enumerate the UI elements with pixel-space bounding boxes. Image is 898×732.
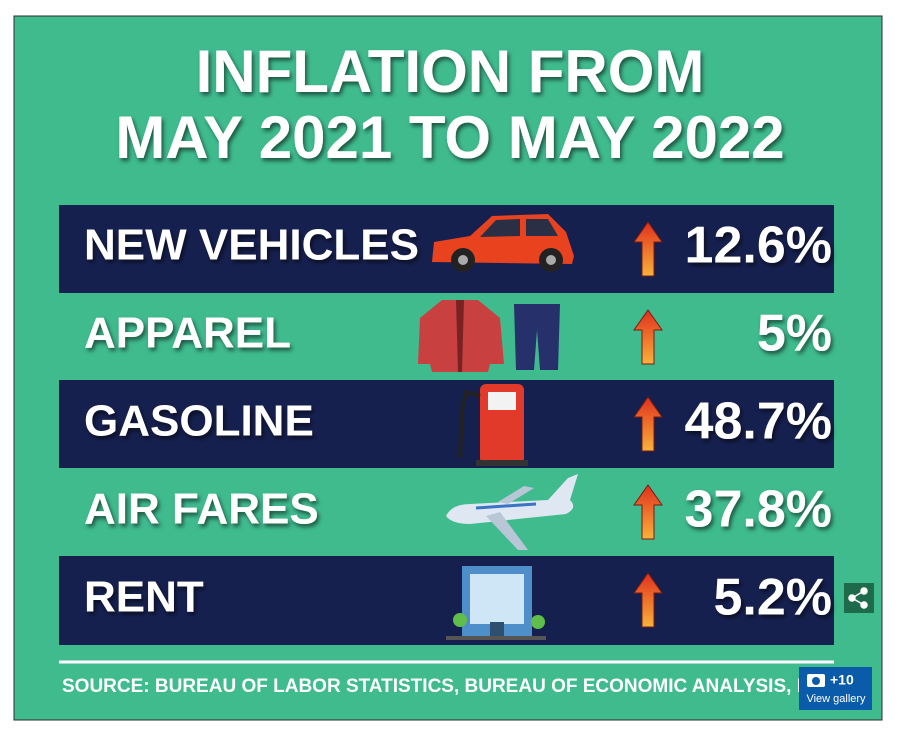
row-label: APPAREL: [84, 309, 291, 358]
rows: NEW VEHICLES APPAREL GASOLINE AIR FARES …: [59, 205, 834, 645]
row-value: 48.7%: [685, 393, 832, 451]
up-arrow: [633, 309, 663, 365]
up-arrows: [633, 221, 663, 628]
row-label: AIR FARES: [84, 485, 319, 534]
view-gallery-button[interactable]: +10 View gallery: [799, 667, 872, 710]
fuel-pump-icon: [458, 384, 528, 466]
row-value: 12.6%: [685, 217, 832, 275]
car-icon: [432, 214, 574, 272]
apparel-icon: [418, 300, 560, 372]
row-label: GASOLINE: [84, 397, 314, 446]
plane-icon: [446, 474, 578, 550]
row-label: RENT: [84, 573, 204, 622]
up-arrow: [633, 572, 663, 628]
row-value: 5.2%: [713, 569, 832, 627]
gallery-label[interactable]: View gallery: [806, 693, 866, 705]
gallery-count[interactable]: +10: [830, 672, 854, 688]
building-icon: [446, 566, 546, 640]
row-band: [59, 380, 834, 468]
up-arrow: [633, 484, 663, 540]
row-value: 37.8%: [685, 481, 832, 539]
up-arrow: [633, 396, 663, 452]
row-label: NEW VEHICLES: [84, 221, 419, 270]
title-line: MAY 2021 TO MAY 2022: [115, 104, 784, 171]
row-band: [59, 556, 834, 645]
title-line: INFLATION FROM: [196, 38, 705, 105]
up-arrow: [633, 221, 663, 277]
source-note: SOURCE: BUREAU OF LABOR STATISTICS, BURE…: [62, 676, 886, 697]
row-value: 5%: [757, 305, 832, 363]
share-button[interactable]: [844, 583, 874, 613]
